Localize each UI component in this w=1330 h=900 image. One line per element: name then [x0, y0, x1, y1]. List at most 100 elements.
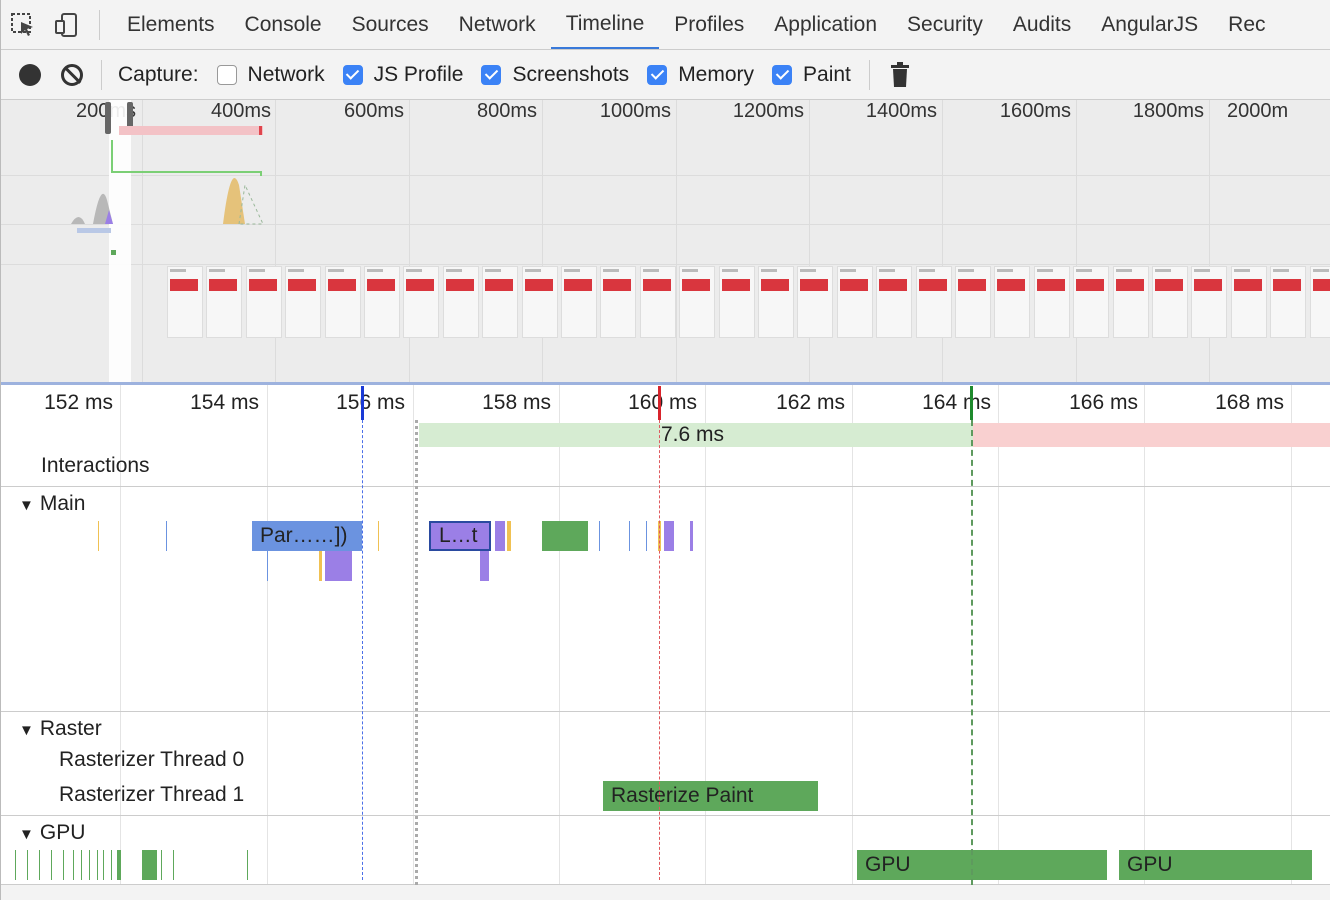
screenshot-thumbnail[interactable]	[994, 266, 1030, 338]
flame-gridline	[413, 385, 414, 885]
screenshot-thumbnail[interactable]	[325, 266, 361, 338]
toolbar-divider	[101, 59, 102, 90]
overview-selection-window[interactable]	[109, 100, 131, 382]
screenshot-thumbnail[interactable]	[1191, 266, 1227, 338]
interaction-bar[interactable]	[419, 423, 973, 447]
screenshot-thumbnail[interactable]	[561, 266, 597, 338]
screenshot-thumbnail[interactable]	[916, 266, 952, 338]
checkbox-label[interactable]: JS Profile	[373, 62, 464, 86]
disclosure-triangle-icon[interactable]: ▼	[19, 722, 34, 739]
tab-timeline[interactable]: Timeline	[550, 0, 660, 49]
main-track-label: Main	[39, 492, 86, 515]
checkbox-label[interactable]: Memory	[678, 62, 755, 86]
main-track-header[interactable]: ▼ Main	[19, 492, 85, 516]
inspect-element-icon[interactable]	[1, 0, 45, 49]
gpu-event-1[interactable]: GPU	[857, 850, 1107, 880]
screenshot-thumbnail[interactable]	[1270, 266, 1306, 338]
ruler-tick-label: 156 ms	[336, 391, 405, 414]
network-checkbox[interactable]: Network	[216, 62, 325, 87]
tab-network[interactable]: Network	[458, 12, 536, 36]
screenshot-thumbnail[interactable]	[1231, 266, 1267, 338]
js-profile-checkbox[interactable]: JS Profile	[342, 62, 464, 87]
checkbox-unchecked[interactable]	[216, 64, 237, 85]
main-event-layout[interactable]: L…t	[429, 521, 491, 551]
screenshot-thumbnail[interactable]	[1073, 266, 1109, 338]
disclosure-triangle-icon[interactable]: ▼	[19, 497, 34, 514]
screenshot-thumbnail[interactable]	[640, 266, 676, 338]
tab-overflow[interactable]: Rec	[1228, 12, 1266, 36]
main-event-paint[interactable]	[542, 521, 588, 551]
selection-right-handle[interactable]	[127, 102, 133, 134]
checkbox-checked[interactable]	[647, 64, 668, 85]
main-event[interactable]	[319, 551, 322, 581]
screenshot-thumbnail[interactable]	[758, 266, 794, 338]
tab-sources[interactable]: Sources	[351, 12, 429, 36]
selection-left-handle[interactable]	[105, 102, 111, 134]
main-event-tick	[646, 521, 647, 551]
screenshot-thumbnail[interactable]	[600, 266, 636, 338]
main-event-parse[interactable]: Par……])	[252, 521, 362, 551]
clear-button[interactable]	[61, 63, 83, 86]
checkbox-label[interactable]: Paint	[803, 62, 851, 86]
tab-profiles[interactable]: Profiles	[674, 12, 745, 36]
paint-checkbox[interactable]: Paint	[772, 63, 851, 87]
gpu-event[interactable]	[142, 850, 157, 880]
record-button[interactable]	[19, 63, 41, 86]
screenshot-thumbnail[interactable]	[285, 266, 321, 338]
screenshot-thumbnail[interactable]	[246, 266, 282, 338]
screenshot-thumbnail[interactable]	[679, 266, 715, 338]
screenshot-thumbnail[interactable]	[1034, 266, 1070, 338]
overview-gridline	[409, 100, 410, 382]
memory-checkbox[interactable]: Memory	[647, 63, 754, 87]
screenshots-checkbox[interactable]: Screenshots	[481, 63, 629, 87]
tab-console[interactable]: Console	[244, 12, 322, 36]
bottom-scrollbar-track[interactable]	[1, 885, 1330, 900]
checkbox-checked[interactable]	[481, 64, 502, 85]
screenshot-thumbnail[interactable]	[482, 266, 518, 338]
tab-angularjs[interactable]: AngularJS	[1101, 12, 1199, 36]
gpu-event-tick	[97, 850, 98, 880]
screenshot-thumbnail[interactable]	[955, 266, 991, 338]
timeline-overview[interactable]: 200ms 400ms 600ms 800ms 1000ms 1200ms 14…	[1, 100, 1330, 385]
rasterize-paint-event[interactable]: Rasterize Paint	[603, 781, 818, 811]
screenshot-thumbnail[interactable]	[1152, 266, 1188, 338]
overview-tick-label: 400ms	[210, 100, 271, 122]
interaction-bar-overflow[interactable]	[973, 423, 1330, 447]
tab-elements[interactable]: Elements	[127, 12, 215, 36]
checkbox-label[interactable]: Screenshots	[512, 62, 630, 86]
device-toolbar-icon[interactable]	[45, 0, 89, 49]
screenshot-thumbnail[interactable]	[837, 266, 873, 338]
screenshot-thumbnail[interactable]	[876, 266, 912, 338]
gpu-event[interactable]	[117, 850, 121, 880]
screenshot-thumbnail[interactable]	[1113, 266, 1149, 338]
main-event[interactable]	[325, 551, 352, 581]
screenshot-thumbnail[interactable]	[206, 266, 242, 338]
tab-application[interactable]: Application	[774, 12, 878, 36]
main-event[interactable]	[495, 521, 505, 551]
screenshot-thumbnail[interactable]	[167, 266, 203, 338]
main-event[interactable]	[480, 551, 489, 581]
screenshot-thumbnail[interactable]	[1310, 266, 1330, 338]
checkbox-checked[interactable]	[342, 64, 363, 85]
overview-row-divider	[1, 175, 1330, 176]
screenshot-thumbnail[interactable]	[403, 266, 439, 338]
gpu-track-header[interactable]: ▼ GPU	[19, 821, 85, 845]
main-event[interactable]	[664, 521, 674, 551]
main-event[interactable]	[507, 521, 511, 551]
checkbox-checked[interactable]	[772, 64, 793, 85]
screenshot-thumbnail[interactable]	[443, 266, 479, 338]
ruler-tick-label: 154 ms	[190, 391, 259, 414]
screenshot-thumbnail[interactable]	[797, 266, 833, 338]
tab-security[interactable]: Security	[907, 12, 983, 36]
rasterizer-thread-1-label: Rasterizer Thread 1	[59, 783, 245, 806]
trash-icon[interactable]	[890, 61, 910, 88]
checkbox-label[interactable]: Network	[247, 62, 325, 86]
gpu-event-2[interactable]: GPU	[1119, 850, 1312, 880]
raster-track-header[interactable]: ▼ Raster	[19, 717, 102, 741]
disclosure-triangle-icon[interactable]: ▼	[19, 826, 34, 843]
screenshot-thumbnail[interactable]	[719, 266, 755, 338]
screenshot-thumbnail[interactable]	[364, 266, 400, 338]
tab-audits[interactable]: Audits	[1012, 12, 1072, 36]
screenshot-thumbnail[interactable]	[522, 266, 558, 338]
